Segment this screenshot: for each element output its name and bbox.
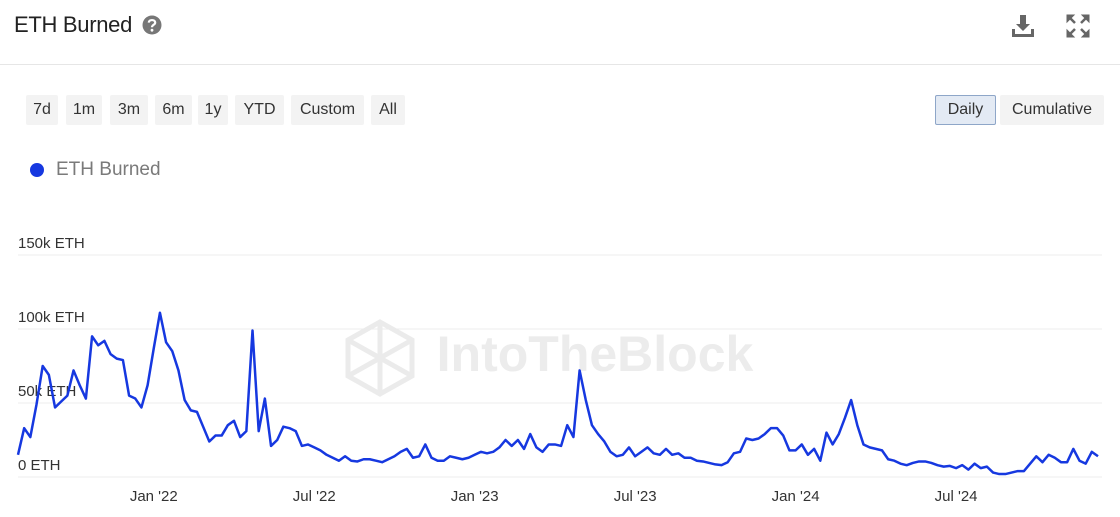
legend-label[interactable]: ETH Burned — [56, 159, 161, 180]
x-tick-label: Jan '23 — [451, 488, 499, 505]
range-button[interactable]: 6m — [155, 95, 192, 125]
y-tick-label: 150k ETH — [18, 235, 85, 252]
fullscreen-icon[interactable] — [1066, 14, 1090, 38]
y-tick-label: 100k ETH — [18, 309, 85, 326]
range-button[interactable]: YTD — [235, 95, 284, 125]
range-button[interactable]: 1m — [66, 95, 102, 125]
title: ETH Burned — [14, 12, 133, 37]
x-tick-label: Jan '24 — [772, 488, 820, 505]
range-button[interactable]: All — [371, 95, 405, 125]
x-tick-label: Jan '22 — [130, 488, 178, 505]
data-line — [16, 311, 1099, 476]
header: ETH Burned — [0, 0, 1120, 65]
watermark: IntoTheBlock — [437, 326, 754, 382]
watermark-logo — [345, 319, 415, 397]
legend-marker — [30, 163, 44, 177]
help-icon[interactable] — [142, 15, 162, 35]
grid — [18, 254, 1102, 478]
x-tick-label: Jul '23 — [614, 488, 657, 505]
view-button[interactable]: Cumulative — [1000, 95, 1104, 125]
y-tick-label: 0 ETH — [18, 457, 61, 474]
range-button[interactable]: 1y — [198, 95, 228, 125]
x-tick-label: Jul '24 — [935, 488, 978, 505]
view-button[interactable]: Daily — [935, 95, 996, 125]
y-tick-label: 50k ETH — [18, 383, 76, 400]
x-tick-label: Jul '22 — [293, 488, 336, 505]
download-icon[interactable] — [1010, 13, 1036, 39]
range-button[interactable]: Custom — [291, 95, 364, 125]
range-button[interactable]: 3m — [110, 95, 148, 125]
range-button[interactable]: 7d — [26, 95, 58, 125]
